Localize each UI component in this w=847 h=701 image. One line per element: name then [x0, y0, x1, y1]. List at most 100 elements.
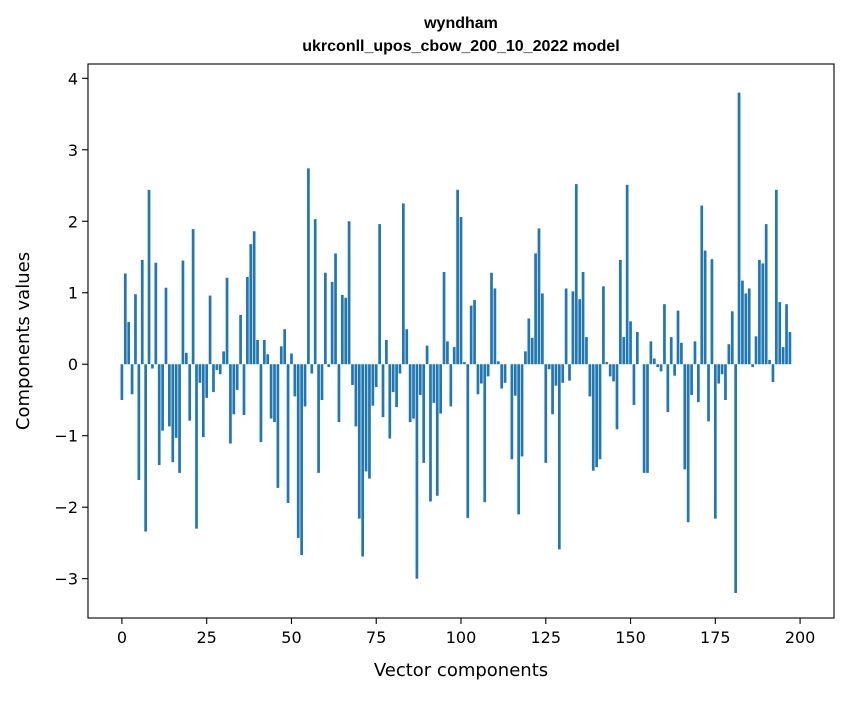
y-tick-label: 0: [68, 355, 78, 374]
bar: [243, 364, 246, 415]
bar: [744, 293, 747, 364]
bar: [629, 321, 632, 364]
bar: [673, 364, 676, 375]
bar: [161, 364, 164, 430]
x-tick-label: 0: [117, 628, 127, 647]
bar: [565, 288, 568, 364]
chart-title-line-1: wyndham: [423, 15, 498, 32]
x-axis-label: Vector components: [374, 660, 548, 681]
y-tick-label: 4: [68, 69, 78, 88]
bar: [666, 364, 669, 412]
x-tick-label: 75: [366, 628, 386, 647]
bar: [348, 221, 351, 364]
bar: [436, 364, 439, 496]
bar: [738, 93, 741, 365]
bar: [599, 364, 602, 459]
bar: [687, 364, 690, 522]
bar: [534, 253, 537, 364]
y-tick-label: −2: [54, 498, 78, 517]
bar: [212, 364, 215, 392]
bar: [772, 364, 775, 382]
bar: [416, 364, 419, 578]
bar: [222, 351, 225, 364]
bar: [405, 329, 408, 364]
x-tick-label: 150: [615, 628, 646, 647]
bar: [511, 364, 514, 459]
bar: [622, 337, 625, 364]
bar: [165, 288, 168, 364]
bar: [154, 263, 157, 365]
bar: [487, 364, 490, 376]
bar: [778, 302, 781, 364]
bar: [439, 364, 442, 413]
bar: [175, 364, 178, 438]
bar: [399, 364, 402, 373]
bar: [310, 364, 313, 373]
bar: [355, 364, 358, 426]
bar: [700, 206, 703, 365]
bar: [358, 364, 361, 518]
bar: [131, 364, 134, 394]
bar: [561, 364, 564, 383]
bar: [202, 364, 205, 437]
bar: [216, 364, 219, 370]
bar: [714, 364, 717, 518]
bar: [483, 364, 486, 502]
bar: [626, 185, 629, 364]
bar: [368, 364, 371, 478]
bar: [789, 332, 792, 364]
bar: [127, 322, 130, 364]
bar: [236, 364, 239, 390]
bar: [426, 346, 429, 365]
x-tick-label: 125: [530, 628, 561, 647]
bar: [246, 277, 249, 364]
bar: [717, 364, 720, 383]
y-tick-label: 1: [68, 284, 78, 303]
x-tick-label: 175: [700, 628, 731, 647]
bar: [592, 364, 595, 471]
bar: [185, 353, 188, 364]
bar: [524, 351, 527, 364]
bar: [477, 364, 480, 394]
bar: [470, 306, 473, 365]
bar: [755, 336, 758, 364]
bar: [402, 203, 405, 364]
bar: [572, 291, 575, 364]
y-axis-label: Components values: [13, 252, 34, 430]
bar: [209, 296, 212, 365]
bar: [670, 337, 673, 364]
bar: [758, 260, 761, 364]
bar: [595, 364, 598, 467]
y-tick-label: 2: [68, 212, 78, 231]
bar: [514, 364, 517, 395]
bar: [494, 288, 497, 364]
bar: [249, 244, 252, 364]
bar: [605, 362, 608, 364]
bar: [331, 282, 334, 364]
bar: [589, 364, 592, 396]
bar: [341, 295, 344, 364]
bar: [680, 343, 683, 364]
bar: [361, 364, 364, 556]
bar: [585, 337, 588, 364]
bar: [527, 318, 530, 364]
bar: [731, 311, 734, 364]
bar: [480, 364, 483, 383]
bar: [205, 364, 208, 398]
bar: [283, 329, 286, 364]
bar: [290, 354, 293, 365]
bar: [616, 364, 619, 429]
bar: [775, 190, 778, 364]
bar: [141, 260, 144, 364]
bar: [327, 364, 330, 367]
x-tick-label: 25: [197, 628, 217, 647]
bar: [321, 364, 324, 400]
bar: [365, 364, 368, 471]
bar: [392, 364, 395, 392]
bar: [270, 364, 273, 418]
bar: [121, 364, 124, 400]
bar: [287, 364, 290, 503]
bar: [317, 364, 320, 473]
